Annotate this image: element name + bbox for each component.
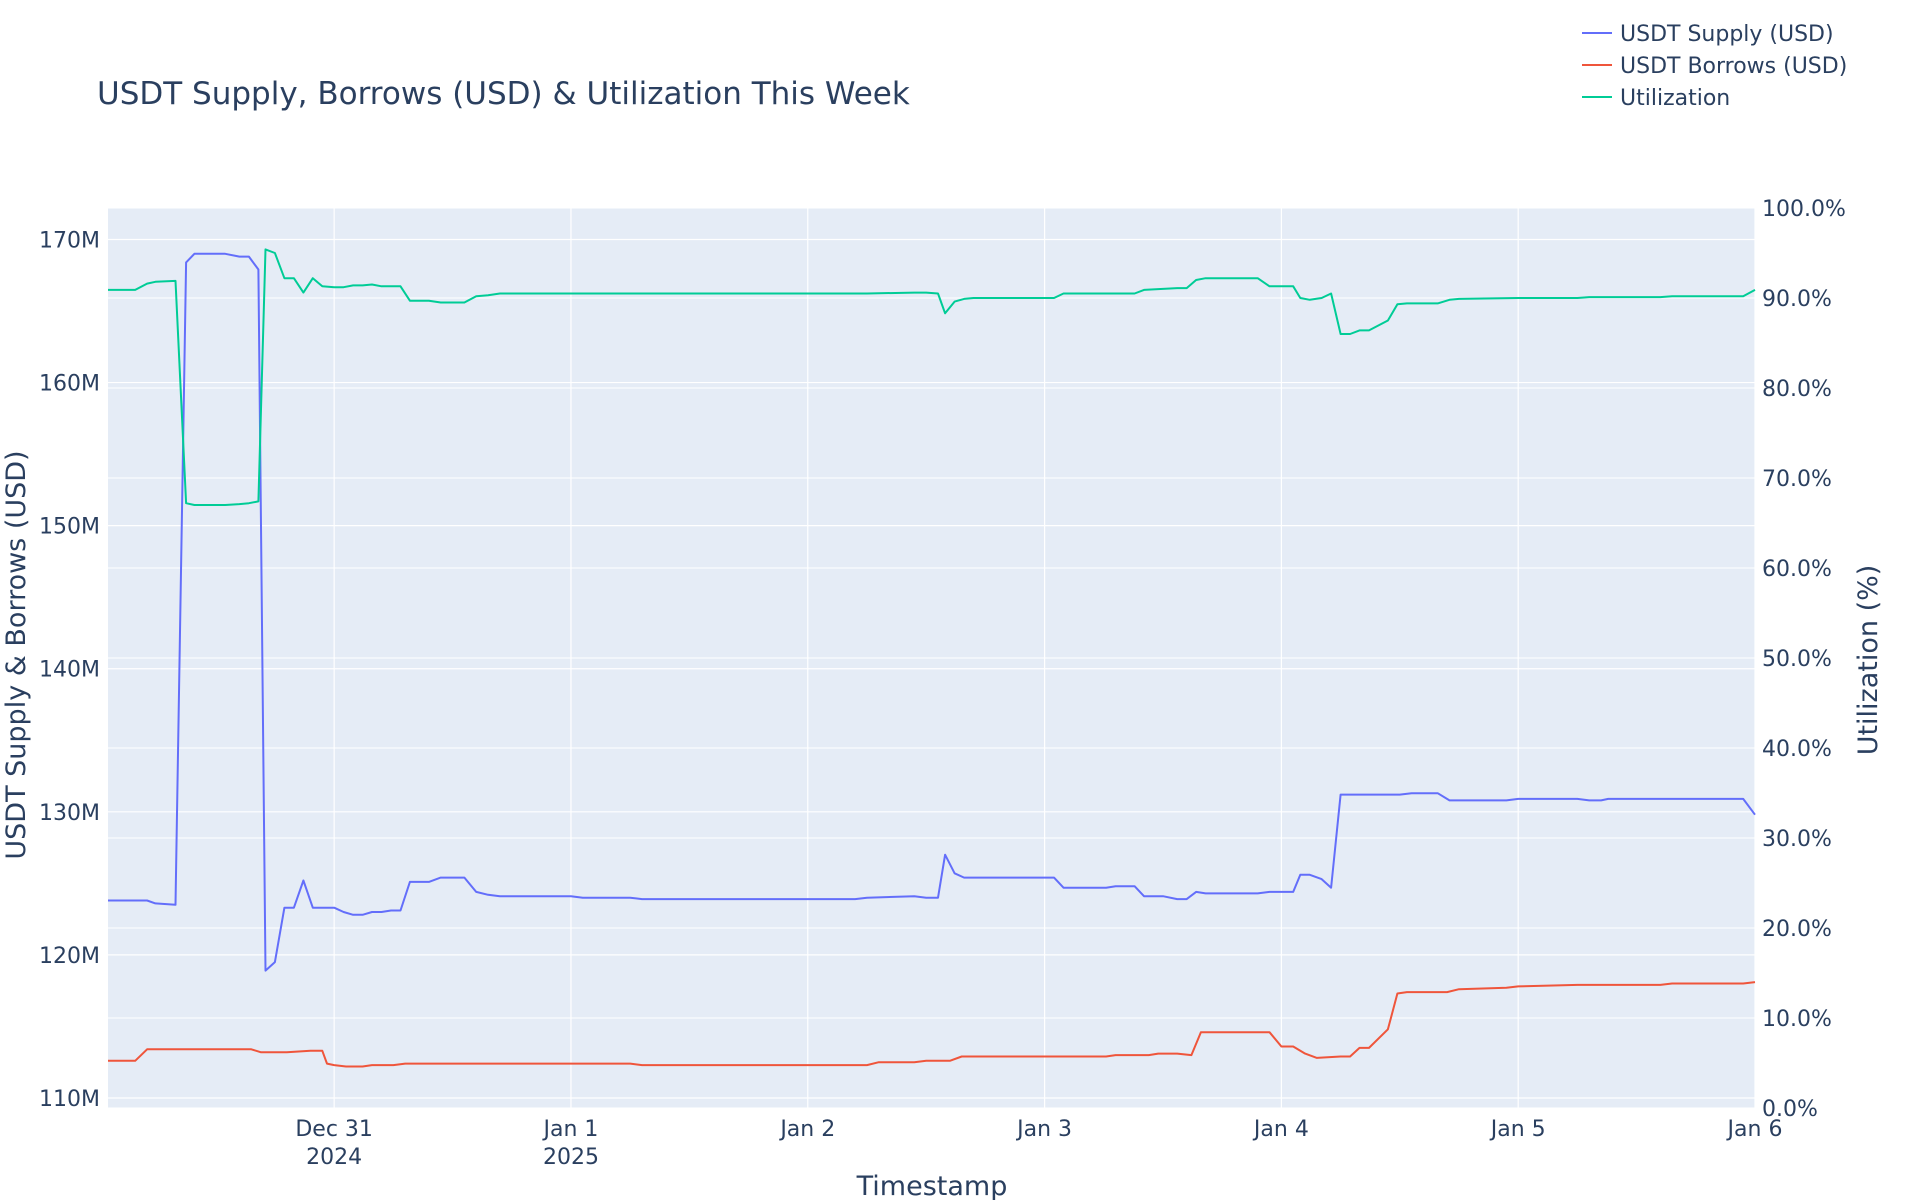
y2-tick-label: 50.0% [1762, 647, 1832, 672]
legend-item-usdt-supply-usd[interactable]: USDT Supply (USD) [1582, 22, 1834, 47]
legend: USDT Supply (USD) USDT Borrows (USD) Utili… [1582, 22, 1847, 111]
y-axis-title: USDT Supply & Borrows (USD) [1, 450, 32, 859]
legend-label: USDT Borrows (USD) [1620, 54, 1847, 79]
y2-axis-ticks: 0.0% 10.0% 20.0% 30.0% 40.0% 50.0% 60.0% 70.0% 8… [1762, 197, 1846, 1122]
x-tick-year-label: 2024 [306, 1145, 362, 1170]
y2-axis-title: Utilization (%) [1853, 565, 1884, 756]
y2-tick-label: 100.0% [1762, 197, 1846, 222]
y-tick-label: 170M [39, 228, 100, 253]
y2-tick-label: 90.0% [1762, 287, 1832, 312]
x-tick-label: Jan 6 [1726, 1117, 1783, 1142]
y2-tick-label: 40.0% [1762, 737, 1832, 762]
legend-label: USDT Supply (USD) [1620, 22, 1834, 47]
series-line-utilization [108, 248, 1756, 506]
x-tick-year-label: 2025 [543, 1145, 599, 1170]
legend-item-usdt-borrows-usd[interactable]: USDT Borrows (USD) [1582, 54, 1847, 79]
y2-tick-label: 10.0% [1762, 1007, 1832, 1032]
x-tick-label: Jan 4 [1252, 1117, 1309, 1142]
x-tick-label: Jan 1 [542, 1117, 599, 1142]
y-tick-label: 130M [39, 801, 100, 826]
y-axis-ticks: 110M 120M 130M 140M 150M 160M 170M [39, 228, 100, 1112]
y2-tick-label: 80.0% [1762, 377, 1832, 402]
y-tick-label: 120M [39, 944, 100, 969]
series-line-usdt-supply-usd [108, 252, 1756, 972]
x-tick-label: Jan 5 [1489, 1117, 1546, 1142]
y-tick-label: 140M [39, 658, 100, 683]
y2-tick-label: 30.0% [1762, 827, 1832, 852]
legend-item-utilization[interactable]: Utilization [1582, 86, 1730, 111]
y-tick-label: 150M [39, 515, 100, 540]
y2-tick-label: 70.0% [1762, 467, 1832, 492]
chart-title: USDT Supply, Borrows (USD) & Utilization… [97, 76, 910, 112]
x-tick-label: Dec 31 [295, 1117, 373, 1142]
y2-tick-label: 60.0% [1762, 557, 1832, 582]
y-tick-label: 160M [39, 372, 100, 397]
legend-label: Utilization [1620, 86, 1730, 111]
x-axis-title: Timestamp [856, 1171, 1008, 1200]
series-lines [108, 248, 1756, 1068]
y2-tick-label: 20.0% [1762, 917, 1832, 942]
gridlines [108, 207, 1756, 1109]
series-line-usdt-borrows-usd [108, 981, 1756, 1068]
x-axis-ticks: Dec 31 2024 Jan 1 2025 Jan 2 Jan 3 Jan 4 Jan 5 J… [295, 1117, 1782, 1170]
y2-tick-label: 0.0% [1762, 1097, 1818, 1122]
x-tick-label: Jan 3 [1015, 1117, 1072, 1142]
x-tick-label: Jan 2 [778, 1117, 835, 1142]
y-tick-label: 110M [39, 1087, 100, 1112]
